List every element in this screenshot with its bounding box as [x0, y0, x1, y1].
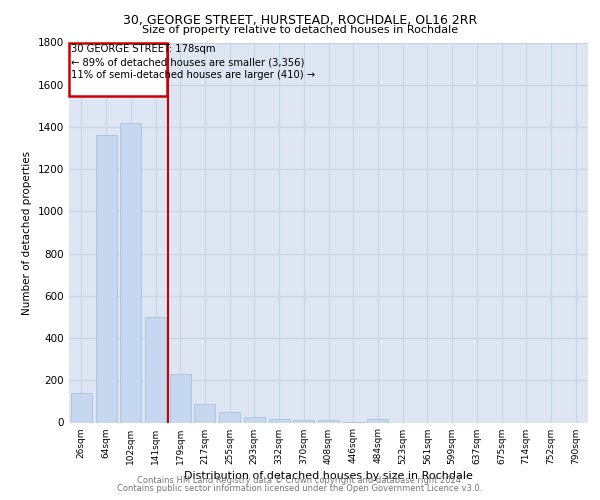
Bar [120, 122, 141, 422]
Bar [145, 317, 166, 422]
Text: 11% of semi-detached houses are larger (410) →: 11% of semi-detached houses are larger (… [71, 70, 316, 81]
FancyBboxPatch shape [70, 42, 167, 96]
Bar [293, 420, 314, 422]
Bar [170, 374, 191, 422]
Text: 30, GEORGE STREET, HURSTEAD, ROCHDALE, OL16 2RR: 30, GEORGE STREET, HURSTEAD, ROCHDALE, O… [123, 14, 477, 27]
Bar [95, 136, 116, 422]
Bar [71, 393, 92, 422]
Text: ← 89% of detached houses are smaller (3,356): ← 89% of detached houses are smaller (3,… [71, 58, 305, 68]
Text: 30 GEORGE STREET: 178sqm: 30 GEORGE STREET: 178sqm [71, 44, 216, 54]
Bar [219, 412, 240, 422]
Bar [367, 418, 388, 422]
X-axis label: Distribution of detached houses by size in Rochdale: Distribution of detached houses by size … [184, 470, 473, 480]
Bar [244, 416, 265, 422]
Bar [269, 418, 290, 422]
Text: Contains public sector information licensed under the Open Government Licence v3: Contains public sector information licen… [118, 484, 482, 493]
Bar [318, 420, 339, 422]
Y-axis label: Number of detached properties: Number of detached properties [22, 150, 32, 314]
Bar [194, 404, 215, 422]
Text: Contains HM Land Registry data © Crown copyright and database right 2024.: Contains HM Land Registry data © Crown c… [137, 476, 463, 485]
Text: Size of property relative to detached houses in Rochdale: Size of property relative to detached ho… [142, 25, 458, 35]
